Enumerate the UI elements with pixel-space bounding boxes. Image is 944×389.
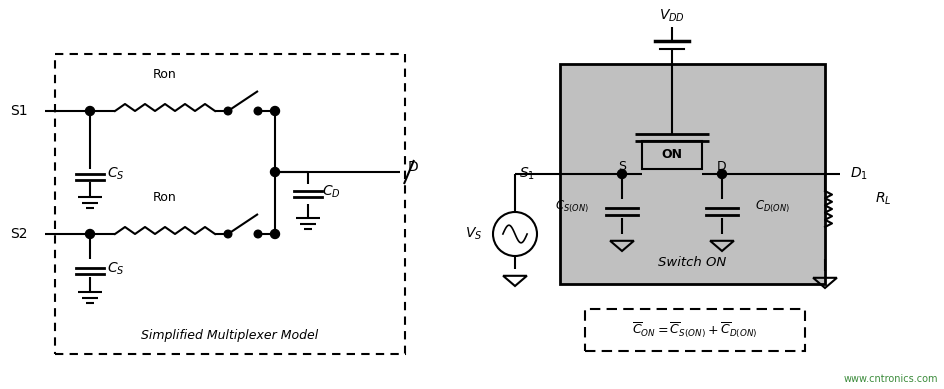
Text: $R_L$: $R_L$ bbox=[874, 191, 890, 207]
Circle shape bbox=[85, 107, 94, 116]
Text: $C_{D(ON)}$: $C_{D(ON)}$ bbox=[753, 199, 788, 215]
Text: D: D bbox=[716, 161, 726, 173]
Text: S: S bbox=[617, 161, 625, 173]
Text: www.cntronics.com: www.cntronics.com bbox=[843, 374, 937, 384]
Text: $V_{DD}$: $V_{DD}$ bbox=[658, 8, 684, 24]
Text: $\overline{C}_{ON} = \overline{C}_{S(ON)} + \overline{C}_{D(ON)}$: $\overline{C}_{ON} = \overline{C}_{S(ON)… bbox=[632, 320, 757, 340]
Circle shape bbox=[254, 107, 261, 115]
Text: S2: S2 bbox=[10, 227, 27, 241]
Text: Simplified Multiplexer Model: Simplified Multiplexer Model bbox=[142, 329, 318, 342]
Text: D: D bbox=[408, 160, 418, 174]
Text: Switch ON: Switch ON bbox=[658, 256, 726, 269]
Circle shape bbox=[224, 230, 231, 238]
Text: Ron: Ron bbox=[153, 68, 177, 81]
Text: $C_S$: $C_S$ bbox=[107, 166, 125, 182]
Circle shape bbox=[224, 107, 231, 115]
Circle shape bbox=[270, 107, 279, 116]
Circle shape bbox=[616, 170, 626, 179]
Text: $D_1$: $D_1$ bbox=[849, 166, 867, 182]
Text: $S_1$: $S_1$ bbox=[518, 166, 534, 182]
Text: $C_{S(ON)}$: $C_{S(ON)}$ bbox=[554, 199, 588, 215]
Text: $C_S$: $C_S$ bbox=[107, 261, 125, 277]
Text: $C_D$: $C_D$ bbox=[322, 184, 341, 200]
Circle shape bbox=[85, 230, 94, 238]
Text: Ron: Ron bbox=[153, 191, 177, 204]
Bar bbox=[560, 64, 824, 284]
Circle shape bbox=[254, 230, 261, 238]
Text: S1: S1 bbox=[10, 104, 27, 118]
Circle shape bbox=[716, 170, 726, 179]
Circle shape bbox=[270, 230, 279, 238]
Bar bbox=[641, 141, 701, 169]
Text: ON: ON bbox=[661, 149, 682, 161]
Circle shape bbox=[270, 168, 279, 177]
Text: $V_S$: $V_S$ bbox=[464, 226, 481, 242]
